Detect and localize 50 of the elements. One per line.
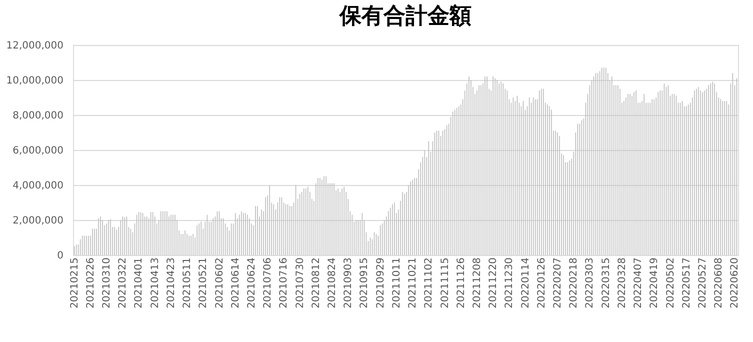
x-tick-label: 20210423 xyxy=(166,258,177,308)
x-tick-label: 20210413 xyxy=(150,258,161,308)
x-tick-label: 20210824 xyxy=(327,258,338,308)
x-tick-label: 20220207 xyxy=(552,258,564,308)
x-tick-label: 20211011 xyxy=(391,258,402,308)
x-tick-label: 20210322 xyxy=(118,258,129,308)
y-tick-label: 0 xyxy=(57,250,64,262)
x-tick-label: 20220328 xyxy=(616,258,628,308)
x-tick-label: 20220407 xyxy=(633,258,644,308)
x-tick-label: 20211220 xyxy=(488,258,500,308)
x-tick-label: 20210215 xyxy=(69,258,80,308)
y-tick-label: 8,000,000 xyxy=(12,110,64,122)
x-tick-label: 20211115 xyxy=(440,258,451,308)
x-tick-label: 20220114 xyxy=(520,258,532,308)
x-tick-label: 20210226 xyxy=(85,258,96,308)
x-tick-label: 20220502 xyxy=(665,258,676,308)
x-tick-label: 20211230 xyxy=(504,258,516,308)
y-tick-label: 10,000,000 xyxy=(6,76,64,86)
x-tick-label: 20210614 xyxy=(230,258,242,308)
x-tick-label: 20210915 xyxy=(359,258,370,308)
x-tick-label: 20210624 xyxy=(246,258,258,308)
x-tick-label: 20220620 xyxy=(730,258,741,308)
y-tick-label: 12,000,000 xyxy=(6,40,64,52)
x-tick-label: 20210903 xyxy=(343,258,354,308)
x-tick-label: 20211126 xyxy=(456,258,467,308)
x-tick-label: 20220126 xyxy=(536,258,548,308)
y-tick-label: 2,000,000 xyxy=(12,216,64,226)
x-tick-label: 20220218 xyxy=(568,258,580,308)
x-tick-label: 20220517 xyxy=(681,258,692,308)
x-tick-label: 20210730 xyxy=(294,258,306,308)
y-tick-label: 6,000,000 xyxy=(12,146,64,156)
x-tick-label: 20210716 xyxy=(278,258,290,308)
x-tick-label: 20220527 xyxy=(697,258,708,308)
x-tick-label: 20210706 xyxy=(262,258,274,308)
x-tick-label: 20210812 xyxy=(310,258,322,308)
y-tick-label: 4,000,000 xyxy=(12,180,64,192)
x-tick-label: 20220315 xyxy=(600,258,612,308)
x-tick-label: 20220608 xyxy=(714,258,725,308)
chart-title: 保有合計金額 xyxy=(338,4,472,29)
x-tick-label: 20220419 xyxy=(649,258,660,308)
x-tick-label: 20211208 xyxy=(472,258,483,308)
x-tick-label: 20210602 xyxy=(214,258,226,308)
x-tick-label: 20211021 xyxy=(408,258,419,308)
x-tick-label: 20210310 xyxy=(102,258,113,308)
x-tick-label: 20210511 xyxy=(182,258,194,308)
x-tick-label: 20211102 xyxy=(424,258,435,308)
x-tick-label: 20210929 xyxy=(375,258,386,308)
x-tick-label: 20220303 xyxy=(584,258,596,308)
x-tick-label: 20210401 xyxy=(134,258,145,308)
x-tick-label: 20210521 xyxy=(198,258,210,308)
